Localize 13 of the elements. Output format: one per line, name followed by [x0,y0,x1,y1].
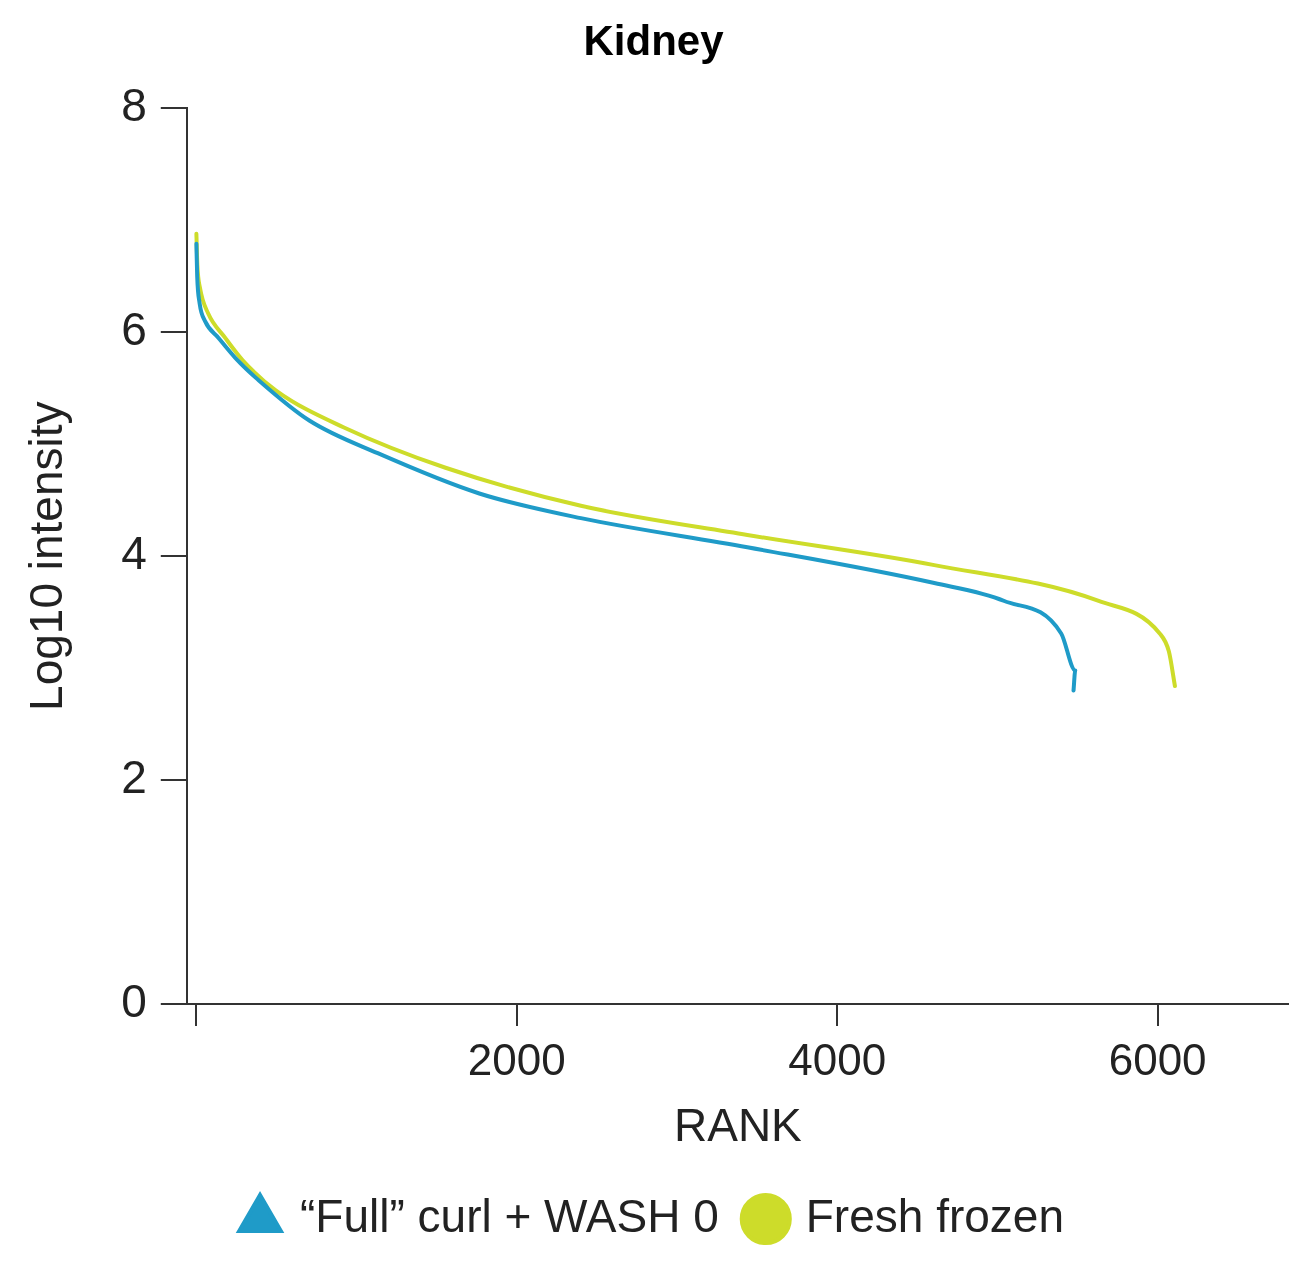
y-axis-title: Log10 intensity [20,401,73,711]
x-tick-label: 4000 [788,1034,887,1084]
y-tick-label: 8 [121,79,147,132]
x-tick-label: 6000 [1108,1034,1207,1084]
legend-label: Fresh frozen [805,1189,1064,1242]
y-tick-label: 4 [121,526,147,579]
chart-title: Kidney [583,16,725,64]
y-tick-label: 6 [121,302,147,355]
x-axis-title: RANK [673,1099,803,1152]
y-tick-label: 0 [121,974,147,1027]
x-tick-label: 2000 [467,1034,566,1084]
legend-label: “Full” curl + WASH 0 [300,1189,719,1242]
y-tick-label: 2 [121,750,147,803]
